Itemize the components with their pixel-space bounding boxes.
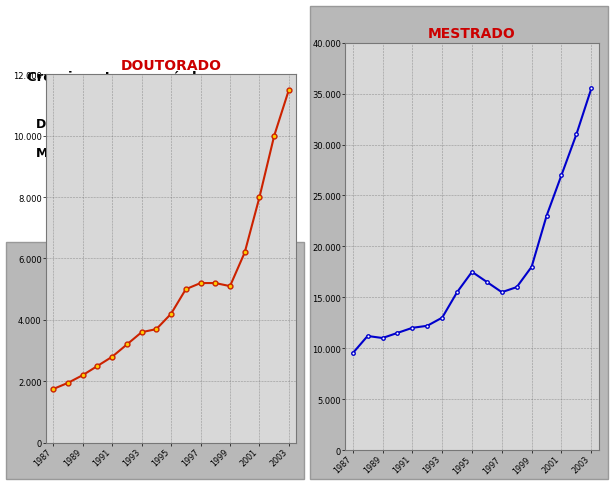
Text: Doutorado:: Doutorado:: [36, 118, 119, 131]
Text: Mestrado:: Mestrado:: [36, 147, 112, 160]
Text: 11,7% ao ano: 11,7% ao ano: [122, 118, 216, 131]
Text: Crescimento no período:: Crescimento no período:: [27, 71, 211, 84]
Title: MESTRADO: MESTRADO: [428, 27, 516, 41]
Title: DOUTORADO: DOUTORADO: [120, 59, 222, 73]
Text: 7,9% ao ano: 7,9% ao ano: [109, 147, 196, 160]
